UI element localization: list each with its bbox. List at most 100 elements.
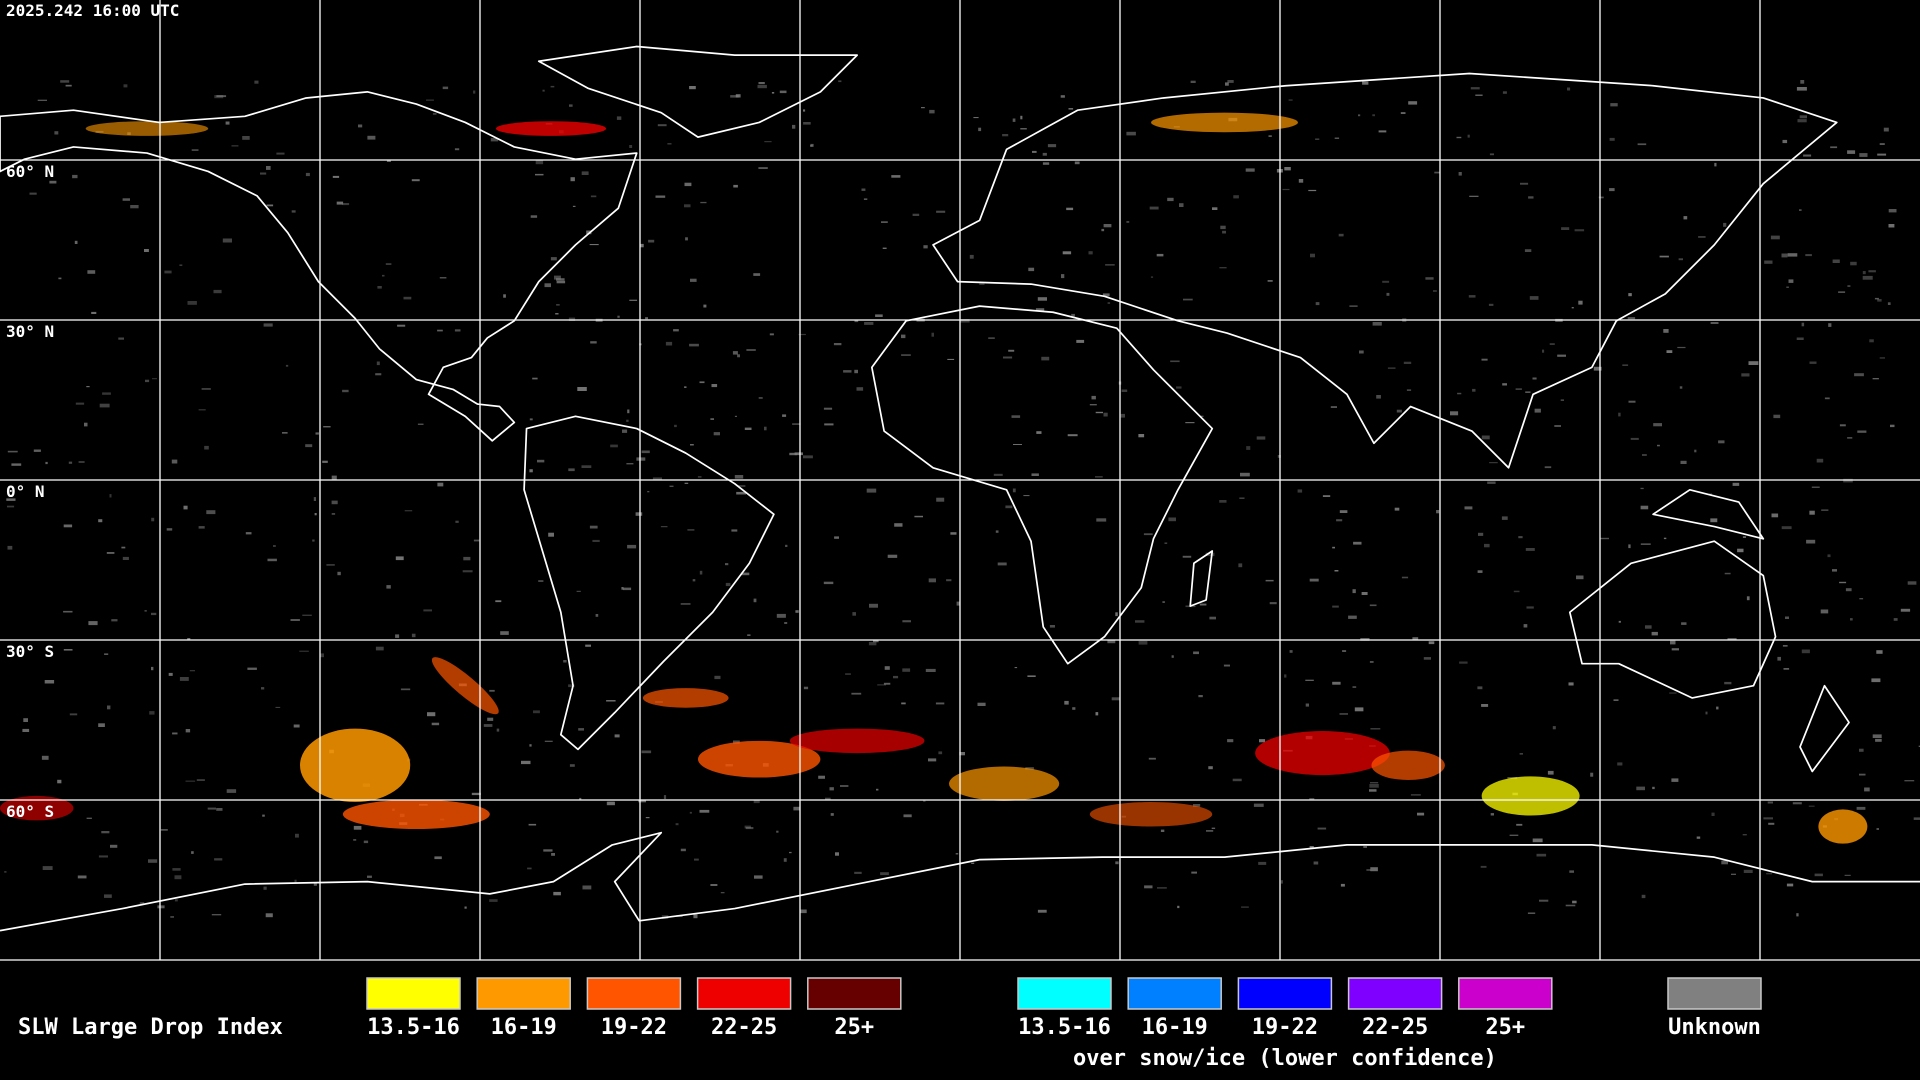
cloud-speck <box>45 461 48 465</box>
cloud-speck <box>1509 834 1519 836</box>
cloud-speck <box>33 449 41 452</box>
cloud-speck <box>901 334 906 339</box>
legend-label: 25+ <box>1485 1015 1525 1040</box>
cloud-speck <box>463 556 471 561</box>
cloud-speck <box>1313 861 1319 865</box>
cloud-speck <box>1525 391 1531 393</box>
cloud-speck <box>914 515 923 518</box>
cloud-speck <box>191 149 199 151</box>
cloud-speck <box>385 263 392 265</box>
cloud-speck <box>887 554 898 558</box>
cloud-speck <box>225 121 230 125</box>
cloud-speck <box>326 564 335 566</box>
cloud-speck <box>216 95 227 98</box>
cloud-speck <box>1121 389 1128 392</box>
cloud-speck <box>58 277 62 280</box>
cloud-speck <box>1338 233 1344 237</box>
cloud-speck <box>1877 299 1882 302</box>
cloud-speck <box>1797 119 1807 123</box>
cloud-speck <box>139 902 145 904</box>
latitude-labels: 60° N 30° N 0° N 30° S 60° S <box>6 162 54 821</box>
cloud-speck <box>174 875 182 880</box>
cloud-speck <box>764 141 772 143</box>
cloud-speck <box>1613 699 1619 701</box>
cloud-speck <box>529 469 533 473</box>
cloud-speck <box>198 526 205 529</box>
cloud-speck <box>894 523 903 527</box>
cloud-speck <box>854 369 858 374</box>
cloud-speck <box>840 785 849 787</box>
cloud-speck <box>454 148 460 151</box>
cloud-speck <box>1089 404 1097 406</box>
cloud-speck <box>950 532 957 535</box>
cloud-speck <box>1334 137 1340 139</box>
cloud-speck <box>627 409 630 414</box>
cloud-speck <box>1376 395 1381 399</box>
cloud-speck <box>23 718 28 722</box>
cloud-speck <box>622 587 632 591</box>
cloud-speck <box>1918 745 1920 747</box>
cloud-speck <box>1315 302 1320 306</box>
cloud-speck <box>1724 681 1732 685</box>
cloud-speck <box>1183 298 1193 301</box>
cloud-speck <box>185 780 196 782</box>
cloud-speck <box>1787 253 1798 257</box>
cloud-speck <box>1456 136 1462 139</box>
cloud-speck <box>1610 103 1618 107</box>
cloud-speck <box>823 407 833 410</box>
cloud-speck <box>1265 579 1274 582</box>
cloud-speck <box>1859 773 1866 776</box>
cloud-speck <box>800 909 807 914</box>
cloud-speck <box>754 875 763 879</box>
cloud-speck <box>1561 227 1570 230</box>
cloud-speck <box>1225 82 1229 86</box>
cloud-speck <box>1164 542 1168 544</box>
slw-area <box>0 795 74 821</box>
cloud-speck <box>684 204 691 208</box>
cloud-speck <box>1567 87 1571 91</box>
cloud-speck <box>793 806 800 811</box>
cloud-speck <box>1576 575 1584 580</box>
cloud-speck <box>1477 686 1483 690</box>
cloud-speck <box>1144 885 1153 889</box>
cloud-speck <box>1786 286 1789 288</box>
cloud-speck <box>1489 153 1494 156</box>
cloud-speck <box>1578 300 1583 305</box>
cloud-speck <box>747 634 751 636</box>
cloud-speck <box>1640 487 1644 490</box>
cloud-speck <box>1349 305 1358 307</box>
cloud-speck <box>1850 261 1857 266</box>
cloud-speck <box>1698 236 1706 238</box>
cloud-speck <box>869 603 878 608</box>
cloud-speck <box>903 814 912 818</box>
cloud-speck <box>151 517 155 522</box>
cloud-speck <box>1875 738 1882 742</box>
cloud-speck <box>1074 161 1080 165</box>
cloud-speck <box>1138 434 1145 438</box>
cloud-speck <box>720 892 725 894</box>
cloud-speck <box>1067 434 1078 437</box>
cloud-speck <box>305 444 313 448</box>
cloud-speck <box>684 182 692 187</box>
cloud-speck <box>57 779 62 784</box>
cloud-speck <box>852 612 856 616</box>
cloud-speck <box>1309 798 1315 800</box>
cloud-speck <box>294 879 297 884</box>
cloud-speck <box>579 797 582 800</box>
cloud-speck <box>647 491 650 493</box>
coastline <box>932 72 1838 469</box>
cloud-speck <box>1888 209 1897 213</box>
cloud-speck <box>1711 812 1715 816</box>
cloud-speck <box>1862 275 1873 280</box>
cloud-speck <box>1315 138 1320 140</box>
cloud-speck <box>880 872 889 876</box>
cloud-speck <box>1680 460 1687 464</box>
cloud-speck <box>1796 87 1807 91</box>
legend-label: 25+ <box>834 1015 874 1040</box>
cloud-speck <box>1459 661 1468 664</box>
cloud-speck <box>1628 293 1632 297</box>
cloud-speck <box>172 868 181 871</box>
cloud-speck <box>590 195 597 198</box>
cloud-speck <box>1872 734 1882 738</box>
cloud-speck <box>1358 114 1361 117</box>
